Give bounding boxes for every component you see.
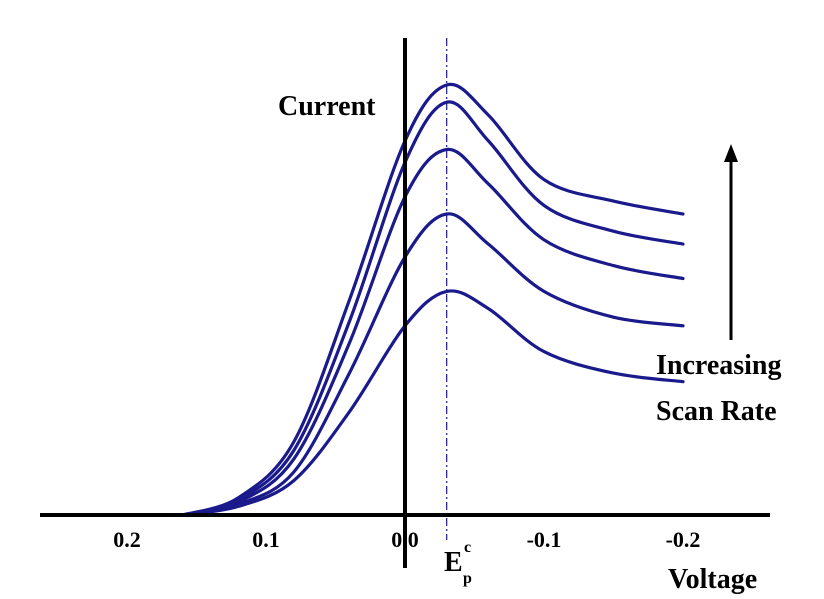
x-tick-label: 0.2 [113, 527, 141, 552]
x-tick-label: 0.0 [391, 527, 419, 552]
x-axis-label: Voltage [668, 564, 757, 595]
scan-rate-arrow [724, 144, 738, 340]
x-tick-label: 0.1 [252, 527, 280, 552]
curve-group [183, 84, 683, 515]
series-line-4 [183, 102, 683, 515]
series-line-5 [183, 84, 683, 515]
peak-label-superscript: c [464, 539, 471, 556]
peak-label-main: E [444, 547, 463, 578]
y-axis-label: Current [278, 91, 376, 122]
arrow-head-icon [724, 144, 738, 162]
series-line-3 [183, 149, 683, 515]
series-line-1 [183, 291, 683, 515]
arrow-label-line-2: Scan Rate [656, 396, 777, 427]
peak-potential-label: E p c [444, 539, 472, 587]
peak-label-subscript: p [463, 570, 472, 587]
x-tick-label: -0.1 [527, 527, 562, 552]
x-tick-label: -0.2 [666, 527, 701, 552]
x-tick-labels: 0.2 0.1 0.0 -0.1 -0.2 [113, 527, 700, 552]
arrow-label-line-1: Increasing [656, 350, 782, 381]
series-line-2 [183, 214, 683, 515]
